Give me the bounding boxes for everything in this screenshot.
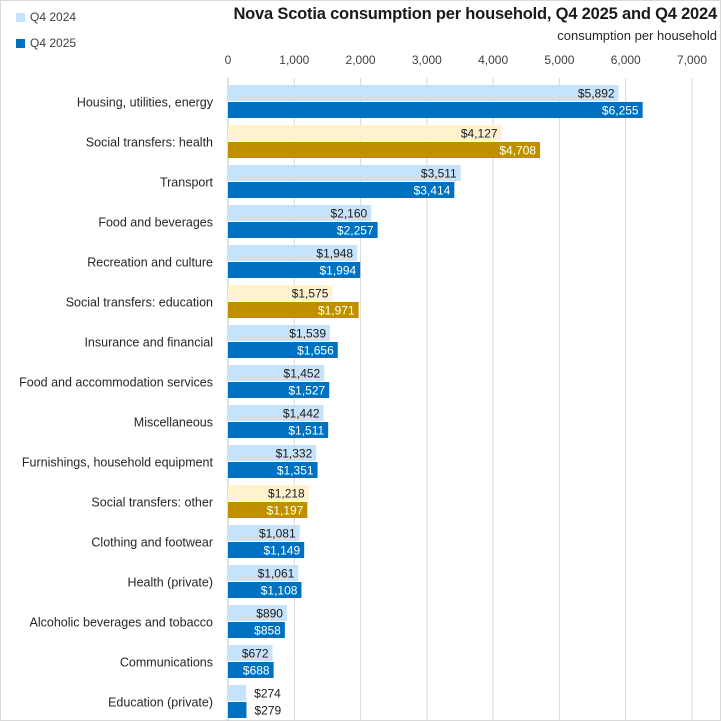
- legend-swatch-q4-2024: [16, 12, 25, 22]
- x-tick-label: 5,000: [544, 53, 574, 67]
- bar-q4-2024-furnishings-household-equipment: [228, 445, 317, 461]
- data-label: $274: [254, 687, 281, 701]
- category-label: Insurance and financial: [84, 336, 213, 350]
- x-tick-label: 6,000: [611, 53, 641, 67]
- bar-q4-2025-transport: [228, 182, 455, 198]
- category-label: Education (private): [108, 696, 213, 710]
- bar-q4-2025-social-transfers-other: [228, 502, 308, 518]
- data-label: $4,708: [499, 144, 536, 158]
- category-label: Food and accommodation services: [19, 376, 213, 390]
- bar-q4-2024-miscellaneous: [228, 405, 324, 421]
- bar-q4-2025-housing-utilities-energy: [228, 102, 643, 118]
- data-label: $890: [256, 607, 283, 621]
- data-label: $858: [254, 624, 281, 638]
- bar-q4-2025-miscellaneous: [228, 422, 329, 438]
- bar-q4-2025-education-private: [228, 702, 247, 718]
- data-label: $1,527: [289, 384, 326, 398]
- bar-q4-2025-food-and-accommodation-services: [228, 382, 330, 398]
- bar-q4-2024-food-and-beverages: [228, 205, 372, 221]
- category-label: Social transfers: other: [91, 496, 213, 510]
- bar-q4-2025-insurance-and-financial: [228, 342, 338, 358]
- category-label: Alcoholic beverages and tobacco: [30, 616, 214, 630]
- data-label: $672: [242, 647, 269, 661]
- data-label: $3,414: [414, 184, 451, 198]
- category-label: Transport: [160, 176, 214, 190]
- x-tick-label: 0: [225, 53, 232, 67]
- bar-q4-2024-clothing-and-footwear: [228, 525, 300, 541]
- category-label: Food and beverages: [98, 216, 213, 230]
- bar-q4-2024-social-transfers-health: [228, 125, 502, 141]
- bar-q4-2024-alcoholic-beverages-and-tobacco: [228, 605, 287, 621]
- bar-q4-2024-food-and-accommodation-services: [228, 365, 325, 381]
- data-label: $1,511: [288, 424, 324, 438]
- bar-q4-2024-recreation-and-culture: [228, 245, 358, 261]
- x-tick-label: 4,000: [478, 53, 508, 67]
- data-label: $3,511: [421, 167, 457, 181]
- bar-q4-2025-social-transfers-health: [228, 142, 541, 158]
- bar-q4-2024-transport: [228, 165, 461, 181]
- data-label: $1,108: [261, 584, 298, 598]
- category-label: Recreation and culture: [87, 256, 213, 270]
- data-label: $1,539: [289, 327, 326, 341]
- data-label: $1,332: [276, 447, 313, 461]
- data-label: $1,994: [319, 264, 356, 278]
- category-label: Social transfers: health: [86, 136, 213, 150]
- data-label: $4,127: [461, 127, 498, 141]
- bar-q4-2024-social-transfers-other: [228, 485, 309, 501]
- x-tick-label: 2,000: [346, 53, 376, 67]
- bar-q4-2025-furnishings-household-equipment: [228, 462, 318, 478]
- category-label: Miscellaneous: [134, 416, 213, 430]
- category-label: Furnishings, household equipment: [22, 456, 214, 470]
- x-tick-label: 7,000: [677, 53, 707, 67]
- bar-q4-2024-housing-utilities-energy: [228, 85, 619, 101]
- data-label: $1,351: [277, 464, 314, 478]
- chart-title: Nova Scotia consumption per household, Q…: [233, 5, 717, 23]
- category-label: Housing, utilities, energy: [77, 96, 214, 110]
- data-label: $1,081: [259, 527, 296, 541]
- bar-q4-2024-health-private: [228, 565, 299, 581]
- category-label: Communications: [120, 656, 213, 670]
- legend-item-q4-2024: Q4 2024: [16, 10, 76, 24]
- category-label: Social transfers: education: [66, 296, 213, 310]
- x-tick-label: 3,000: [412, 53, 442, 67]
- data-label: $1,442: [283, 407, 320, 421]
- legend-item-q4-2025: Q4 2025: [16, 36, 76, 50]
- legend-label-q4-2025: Q4 2025: [30, 36, 77, 50]
- data-label: $2,257: [337, 224, 374, 238]
- data-label: $1,656: [297, 344, 334, 358]
- bar-q4-2024-education-private: [228, 685, 247, 701]
- data-label: $1,948: [316, 247, 353, 261]
- legend-swatch-q4-2025: [16, 38, 25, 48]
- bar-q4-2025-alcoholic-beverages-and-tobacco: [228, 622, 285, 638]
- data-label: $1,452: [284, 367, 321, 381]
- data-label: $1,061: [258, 567, 295, 581]
- legend-label-q4-2024: Q4 2024: [30, 10, 77, 24]
- data-label: $1,971: [318, 304, 355, 318]
- data-label: $1,149: [263, 544, 300, 558]
- bar-q4-2025-social-transfers-education: [228, 302, 359, 318]
- bar-q4-2025-health-private: [228, 582, 302, 598]
- bar-q4-2025-food-and-beverages: [228, 222, 378, 238]
- bar-q4-2024-social-transfers-education: [228, 285, 333, 301]
- data-label: $6,255: [602, 104, 639, 118]
- bar-q4-2024-insurance-and-financial: [228, 325, 331, 341]
- data-label: $2,160: [330, 207, 367, 221]
- bar-q4-2025-clothing-and-footwear: [228, 542, 305, 558]
- bar-q4-2024-communications: [228, 645, 273, 661]
- x-tick-label: 1,000: [279, 53, 309, 67]
- x-axis-label: consumption per household: [557, 28, 717, 43]
- bar-q4-2025-communications: [228, 662, 274, 678]
- data-label: $688: [243, 664, 270, 678]
- data-label: $1,197: [267, 504, 304, 518]
- data-label: $1,575: [292, 287, 329, 301]
- category-label: Clothing and footwear: [91, 536, 213, 550]
- bar-q4-2025-recreation-and-culture: [228, 262, 361, 278]
- category-label: Health (private): [128, 576, 213, 590]
- data-label: $5,892: [578, 87, 615, 101]
- data-label: $1,218: [268, 487, 305, 501]
- data-label: $279: [254, 704, 281, 718]
